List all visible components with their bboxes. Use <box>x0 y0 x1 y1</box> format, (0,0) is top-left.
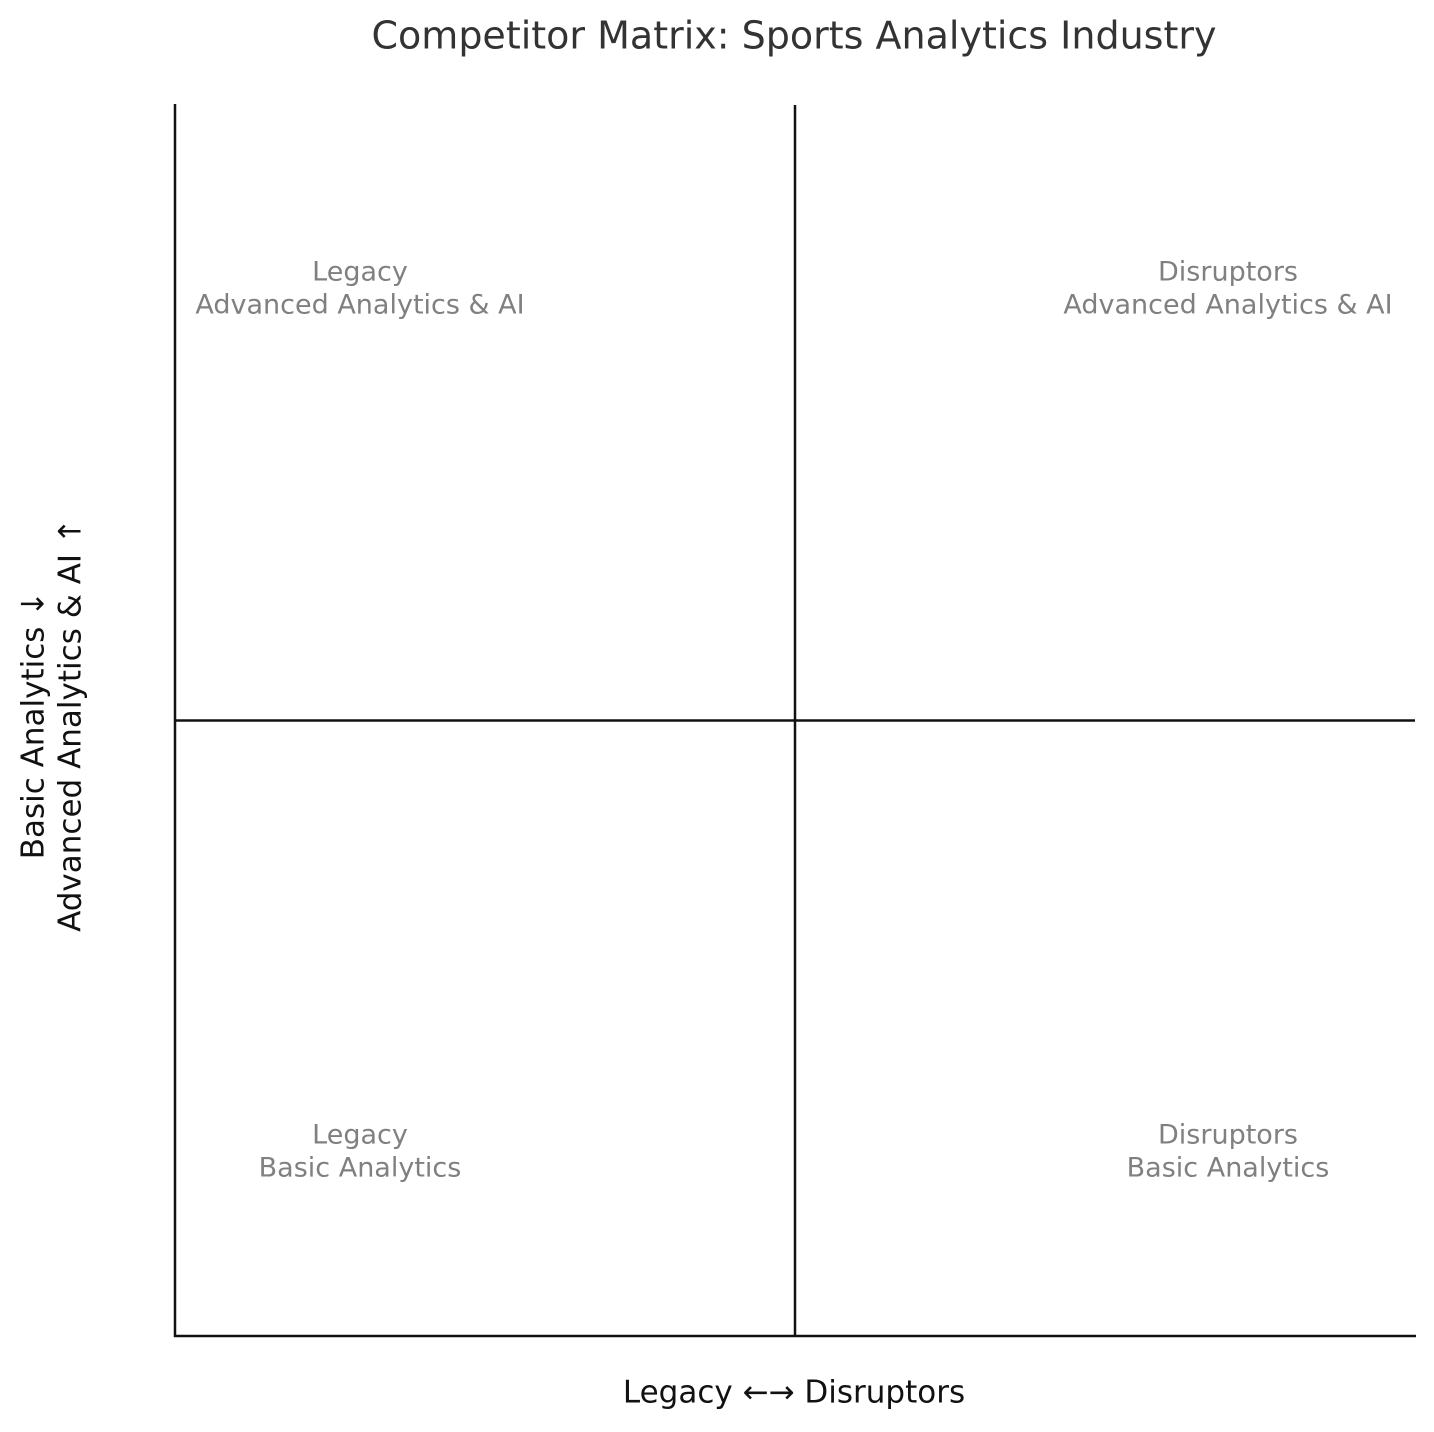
y-axis-label-line: Basic Analytics ↓ <box>16 591 52 860</box>
y-axis-label: Basic Analytics ↓ Advanced Analytics & A… <box>16 518 89 932</box>
quadrant-label: Disruptors <box>1158 257 1298 288</box>
quadrant-label: Legacy <box>312 1120 408 1151</box>
quadrant-label: Advanced Analytics & AI <box>1063 290 1392 321</box>
quadrant-label: Advanced Analytics & AI <box>195 290 524 321</box>
quadrant-label: Basic Analytics <box>259 1153 462 1184</box>
quadrant-label: Basic Analytics <box>1127 1153 1330 1184</box>
chart-title: Competitor Matrix: Sports Analytics Indu… <box>372 14 1217 58</box>
y-axis-label-line: Advanced Analytics & AI ↑ <box>53 518 89 932</box>
quadrant-label: Disruptors <box>1158 1120 1298 1151</box>
x-axis-label: Legacy ←→ Disruptors <box>623 1375 965 1411</box>
quadrant-label: Legacy <box>312 257 408 288</box>
